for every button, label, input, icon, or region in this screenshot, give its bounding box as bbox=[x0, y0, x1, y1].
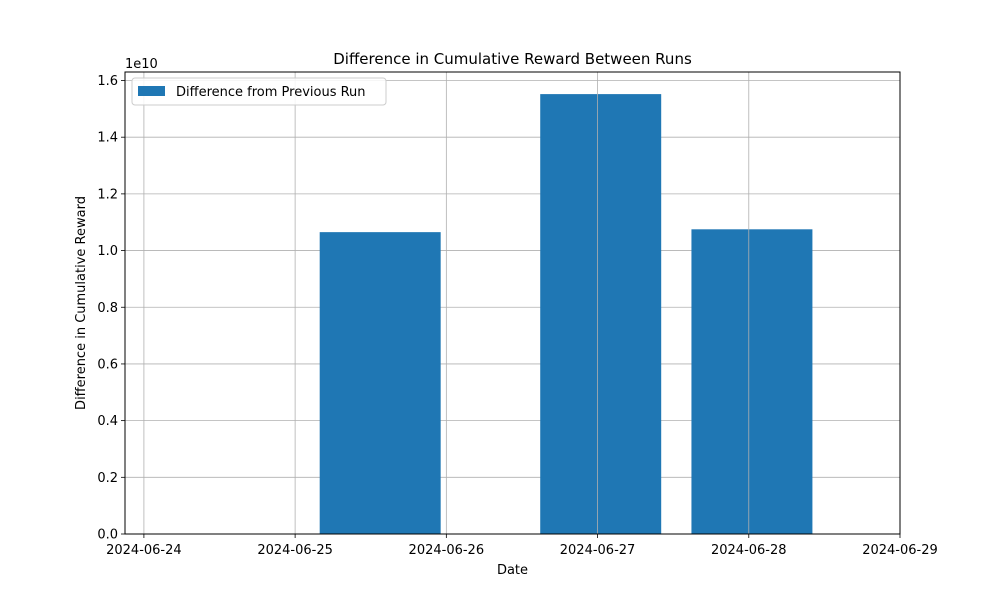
x-tick-label: 2024-06-24 bbox=[106, 543, 182, 558]
y-tick-label: 1.6 bbox=[97, 74, 118, 89]
y-tick-label: 1.0 bbox=[97, 244, 118, 259]
bar bbox=[540, 94, 662, 535]
y-tick-label: 1.2 bbox=[97, 187, 118, 202]
x-tick-label: 2024-06-28 bbox=[711, 543, 787, 558]
ticks: 0.0 0.2 0.4 0.6 0.8 1.0 1.2 1.4 1.6 2024-06-24 202… bbox=[97, 74, 937, 558]
bars bbox=[319, 94, 813, 535]
grid bbox=[125, 80, 900, 535]
y-tick-label: 0.6 bbox=[97, 357, 118, 372]
y-axis-label: Difference in Cumulative Reward bbox=[74, 196, 89, 410]
y-tick-label: 0.8 bbox=[97, 301, 118, 316]
x-tick-label: 2024-06-25 bbox=[257, 543, 333, 558]
x-tick-label: 2024-06-29 bbox=[862, 543, 938, 558]
x-tick-label: 2024-06-27 bbox=[560, 543, 636, 558]
x-tick-label: 2024-06-26 bbox=[409, 543, 485, 558]
y-tick-label: 0.4 bbox=[97, 414, 118, 429]
x-axis-label: Date bbox=[497, 563, 528, 578]
legend-swatch bbox=[138, 86, 165, 96]
legend-box bbox=[131, 77, 387, 106]
legend: Difference from Previous Run bbox=[131, 77, 387, 106]
y-tick-label: 0.2 bbox=[97, 471, 118, 486]
y-tick-label: 1.4 bbox=[97, 131, 118, 146]
legend-label: Difference from Previous Run bbox=[176, 85, 366, 100]
plot-frame bbox=[124, 71, 901, 535]
bar bbox=[691, 229, 813, 534]
bar bbox=[319, 232, 441, 534]
y-tick-label: 0.0 bbox=[97, 528, 118, 543]
y-offset-label: 1e10 bbox=[125, 57, 158, 72]
chart-title: Difference in Cumulative Reward Between … bbox=[333, 50, 692, 68]
